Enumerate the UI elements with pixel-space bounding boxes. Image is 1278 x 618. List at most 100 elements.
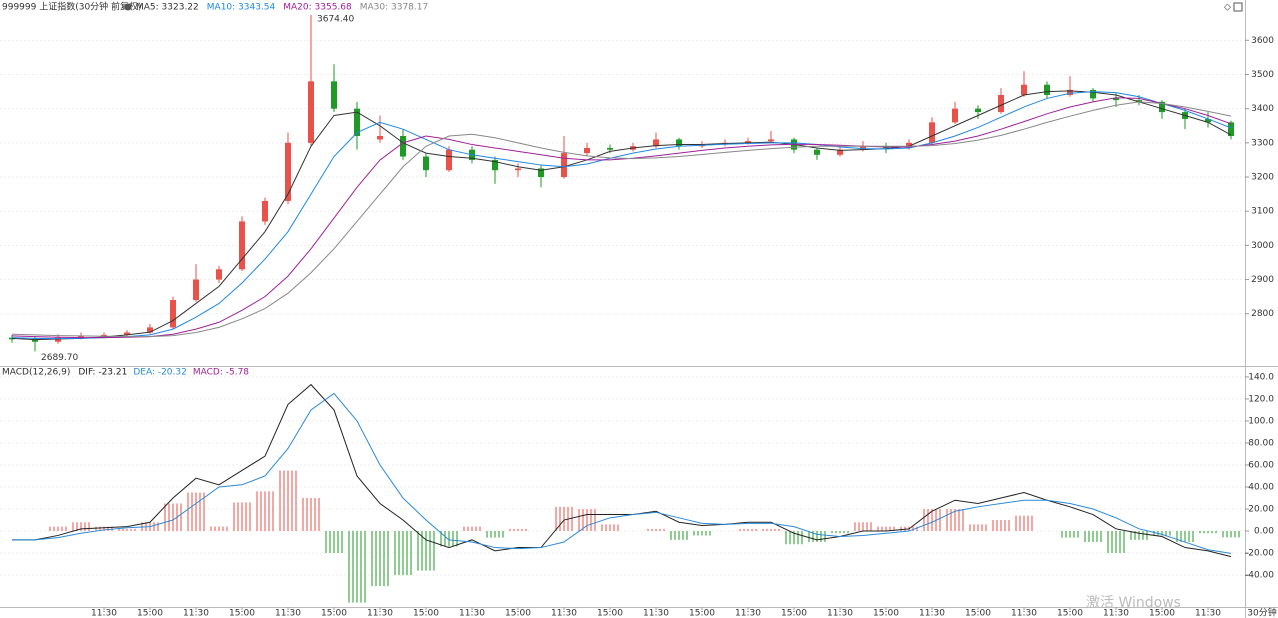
candle-body: [814, 149, 820, 155]
x-tick-label: 15:00: [965, 609, 991, 618]
candle-body: [906, 142, 912, 148]
candle-body: [561, 153, 567, 178]
candle-body: [860, 146, 866, 150]
annotation: 2689.70: [41, 353, 78, 363]
y-tick-label: 3100: [1251, 207, 1274, 217]
candle-body: [101, 334, 107, 336]
x-tick-label: 15:00: [413, 609, 439, 618]
y-tick-label: 120.0: [1248, 394, 1274, 404]
candle-body: [147, 327, 153, 333]
y-tick-label: 3200: [1251, 173, 1274, 183]
candle-body: [515, 168, 521, 171]
candle-body: [1090, 89, 1096, 99]
y-tick-label: 3500: [1251, 70, 1274, 80]
candle-body: [170, 300, 176, 328]
x-tick-label: 15:00: [505, 609, 531, 618]
x-tick-label: 15:00: [1149, 609, 1175, 618]
candle-body: [1021, 84, 1027, 96]
candle-body: [285, 142, 291, 201]
x-tick-label: 11:30: [1011, 609, 1037, 618]
icon-box[interactable]: [1233, 2, 1243, 12]
candle-body: [607, 147, 613, 150]
y-tick-label: 40.00: [1248, 483, 1274, 493]
candle-body: [400, 136, 406, 157]
x-tick-label: 15:00: [781, 609, 807, 618]
legend-entry: DIF: -23.21: [78, 368, 127, 378]
y-tick-label: -40.00: [1245, 571, 1274, 581]
chart-title: MACD(12,26,9): [2, 368, 70, 378]
candle-body: [1136, 100, 1142, 102]
y-tick-label: -20.00: [1245, 549, 1274, 559]
x-tick-label: 15:00: [689, 609, 715, 618]
y-tick-label: 3400: [1251, 104, 1274, 114]
x-tick-label: 15:00: [229, 609, 255, 618]
x-tick-label: 11:30: [827, 609, 853, 618]
x-tick-label: 15:00: [137, 609, 163, 618]
y-tick-label: 3000: [1251, 241, 1274, 251]
y-tick-label: 60.00: [1248, 460, 1274, 470]
x-tick-label: 11:30: [1195, 609, 1221, 618]
candle-body: [239, 221, 245, 270]
candle-body: [1044, 84, 1050, 96]
candle-body: [78, 335, 84, 338]
candle-body: [1205, 118, 1211, 123]
y-tick-label: 3300: [1251, 138, 1274, 148]
x-tick-label: 11:30: [459, 609, 485, 618]
x-tick-label: 11:30: [367, 609, 393, 618]
candle-body: [32, 339, 38, 342]
line: [12, 392, 1232, 554]
x-tick-label: 11:30: [735, 609, 761, 618]
annotation: 3674.40: [317, 14, 354, 24]
y-tick-label: 3600: [1251, 36, 1274, 46]
y-tick-label: 100.0: [1248, 416, 1274, 426]
candle-body: [124, 332, 130, 335]
x-tick-label: 15:00: [321, 609, 347, 618]
watermark: 激活 Windows: [1086, 594, 1181, 611]
legend-entry: DEA: -20.32: [133, 368, 187, 378]
candle-body: [492, 159, 498, 171]
x-tick-label: 11:30: [183, 609, 209, 618]
x-tick-label: 11:30: [1103, 609, 1129, 618]
legend-entry: MA20: 3355.68: [283, 3, 352, 13]
line: [11, 101, 1232, 338]
line: [11, 91, 1232, 340]
x-tick-label: 15:00: [597, 609, 623, 618]
candle-body: [308, 81, 314, 143]
x-tick-label: 11:30: [275, 609, 301, 618]
candle-body: [193, 279, 199, 301]
candle-body: [354, 108, 360, 137]
candle-body: [837, 149, 843, 155]
candle-body: [929, 122, 935, 143]
legend-entry: MA30: 3378.17: [360, 3, 428, 13]
y-tick-label: 2900: [1251, 275, 1274, 285]
x-tick-label: 11:30: [919, 609, 945, 618]
y-tick-label: 0.00: [1254, 527, 1274, 537]
legend-entry: MACD: -5.78: [193, 368, 249, 378]
candle-body: [952, 108, 958, 123]
candle-body: [1159, 101, 1165, 113]
y-tick-label: 140.0: [1248, 372, 1274, 382]
candle-body: [377, 136, 383, 140]
line: [11, 90, 1232, 341]
candle-body: [55, 337, 61, 342]
candle-body: [975, 108, 981, 113]
x-tick-label: 11:30: [91, 609, 117, 618]
x-tick-label: 11:30: [551, 609, 577, 618]
y-tick-label: 20.00: [1248, 505, 1274, 515]
y-tick-label: 80.00: [1248, 438, 1274, 448]
legend-icon: [124, 3, 132, 11]
x-tick-label: 11:30: [643, 609, 669, 618]
candle-body: [653, 139, 659, 147]
candle-body: [768, 139, 774, 142]
candle-body: [1113, 98, 1119, 101]
chart-title: 999999 上证指数(30分钟 前复权): [2, 1, 142, 13]
candle-body: [538, 168, 544, 178]
candle-body: [262, 200, 268, 222]
candle-body: [446, 149, 452, 171]
candle-body: [423, 156, 429, 171]
icon-diamond[interactable]: ◇: [1224, 3, 1231, 13]
candle-body: [331, 81, 337, 109]
x-tick-label: 15:00: [873, 609, 899, 618]
